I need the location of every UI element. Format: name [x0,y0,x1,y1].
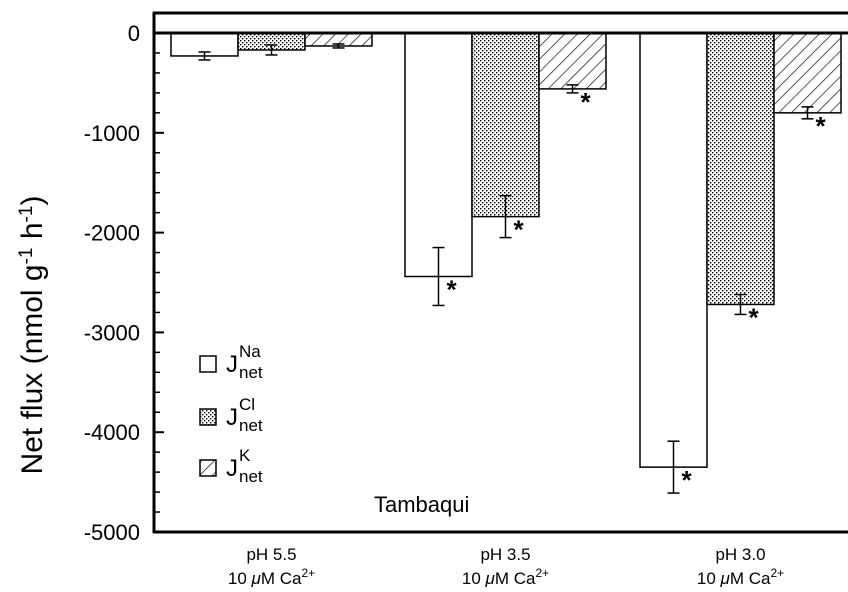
significance-star: * [581,87,592,117]
bar-na-3 [639,32,708,468]
legend-sup: K [239,446,251,465]
y-axis-label: Net flux (nmol g-1 h-1) [16,196,50,475]
tambaqui-annotation: Tambaqui [374,492,469,517]
significance-star: * [682,465,693,495]
legend-swatch-na [199,355,217,373]
bar-cl-3 [706,32,775,306]
significance-star: * [749,302,760,332]
legend-label-k: J [226,455,238,482]
bar-na-2 [404,32,473,278]
category-label-ca: 10 μM Ca2+ [697,566,784,588]
significance-star: * [816,111,827,141]
x-category-labels: pH 5.5 10 μM Ca2+ pH 3.5 10 μM Ca2+ pH 3.0 10… [228,545,784,588]
y-ticks: 0 -1000 -2000 -3000 -4000 -5000 [84,21,164,545]
significance-star: * [514,215,525,245]
legend-label-cl: J [226,404,238,431]
category-label-ph: pH 5.5 [246,545,296,564]
svg-text:Net flux (nmol g-1 h-1): Net flux (nmol g-1 h-1) [16,196,50,475]
legend-label-na: J [226,351,238,378]
y-tick-label: 0 [128,21,140,46]
legend-sup: Cl [239,395,255,414]
legend-swatch-k [199,459,217,477]
y-tick-label: -2000 [84,221,140,246]
legend-swatch-cl [199,408,217,426]
category-label-ca: 10 μM Ca2+ [462,566,549,588]
axes [152,11,848,534]
legend-sup: Na [239,342,261,361]
category-label-ca: 10 μM Ca2+ [228,566,315,588]
y-tick-label: -3000 [84,320,140,345]
bar-cl-2 [471,32,540,218]
category-label-ph: pH 3.0 [715,545,765,564]
significance-star: * [447,275,458,305]
category-label-ph: pH 3.5 [480,545,530,564]
y-tick-label: -4000 [84,420,140,445]
legend-sub: net [239,467,263,486]
bar-k-2 [538,32,607,90]
legend-sub: net [239,416,263,435]
y-tick-label: -5000 [84,520,140,545]
significance-markers-layer: * * * * * * [447,87,827,495]
bar-k-3 [773,32,842,114]
legend-sub: net [239,363,263,382]
error-bars-layer [198,43,814,494]
bars-layer [170,32,842,468]
y-tick-label: -1000 [84,121,140,146]
